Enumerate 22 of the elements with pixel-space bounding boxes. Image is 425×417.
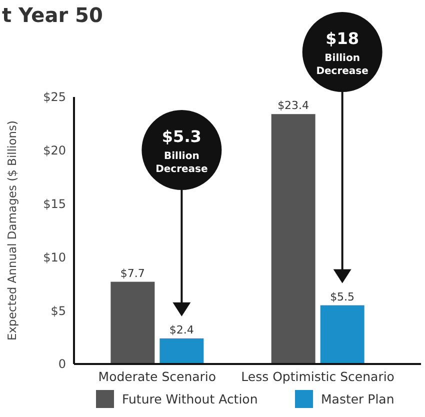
y-tick-label: $10 — [43, 250, 66, 264]
x-tick-label: Less Optimistic Scenario — [241, 369, 394, 384]
y-tick-label: $25 — [43, 90, 66, 104]
text: $18 Billion Decrease — [316, 29, 369, 77]
x-tick-label: Moderate Scenario — [98, 369, 216, 384]
y-tick-label: $5 — [50, 304, 66, 318]
chart-title: t Year 50 — [2, 3, 103, 27]
data-label: $5.5 — [330, 290, 355, 304]
bar — [160, 338, 204, 364]
y-tick-label: $15 — [43, 197, 66, 211]
y-tick-label: 0 — [58, 357, 66, 372]
legend-label: Master Plan — [321, 391, 394, 406]
data-label: $7.7 — [120, 266, 145, 280]
bar — [110, 282, 155, 364]
annotation: $5.3 Billion Decrease — [156, 127, 208, 175]
y-axis-title: Expected Annual Damages ($ Billions) — [5, 120, 19, 341]
y-tick-label: $20 — [43, 144, 66, 158]
legend-label: Future Without Action — [122, 391, 258, 406]
bar — [271, 114, 316, 364]
data-label: $23.4 — [278, 99, 310, 112]
data-label: $2.4 — [169, 323, 194, 336]
bar — [320, 305, 364, 364]
